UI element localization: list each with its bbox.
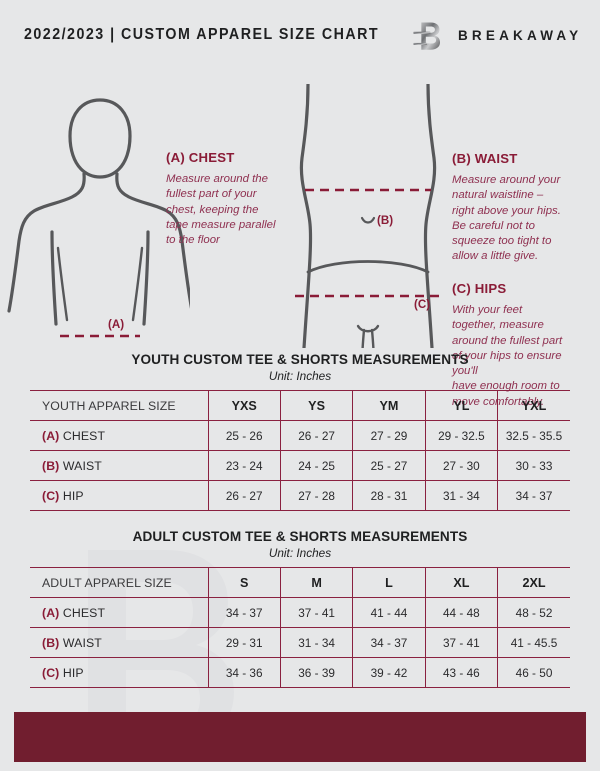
youth-cell-0-3: 29 - 32.5 <box>424 420 499 451</box>
youth-cell-1-4: 30 - 33 <box>497 450 570 481</box>
youth-col-4: YXL <box>497 390 570 421</box>
brand-name: BREAKAWAY <box>457 27 583 43</box>
row-marker: (C) <box>42 488 60 503</box>
youth-cell-0-4: 32.5 - 35.5 <box>497 420 570 451</box>
adult-cell-0-3: 44 - 48 <box>424 597 499 628</box>
upper-body-figure-icon <box>7 98 190 338</box>
youth-row-label-0: (A) CHEST <box>30 420 209 451</box>
youth-cell-1-1: 24 - 25 <box>279 450 354 481</box>
row-name: WAIST <box>62 635 102 650</box>
brand-lockup: BREAKAWAY <box>410 18 582 52</box>
adult-cell-1-4: 41 - 45.5 <box>497 627 570 658</box>
youth-row-label-1: (B) WAIST <box>30 450 209 481</box>
adult-row-label-0: (A) CHEST <box>30 597 209 628</box>
hip-line-label: (C) <box>414 298 431 311</box>
adult-col-0: S <box>207 567 281 598</box>
chest-line-label: (A) <box>108 318 125 331</box>
callout-hips-body: With your feet together, measure around … <box>452 304 563 408</box>
youth-row-header-label: YOUTH APPAREL SIZE <box>30 390 209 421</box>
youth-cell-2-1: 27 - 28 <box>279 480 354 511</box>
adult-table-unit: Unit: Inches <box>268 546 332 560</box>
table-row: (C) HIP 34 - 36 36 - 39 39 - 42 43 - 46 … <box>30 657 570 688</box>
table-header-row: YOUTH APPAREL SIZE YXS YS YM YL YXL <box>30 390 570 421</box>
adult-cell-1-2: 34 - 37 <box>352 627 426 658</box>
callout-hips-title: (C) HIPS <box>452 281 507 296</box>
adult-row-header-label: ADULT APPAREL SIZE <box>30 567 209 598</box>
adult-size-table: ADULT APPAREL SIZE S M L XL 2XL (A) CHES… <box>30 567 570 688</box>
adult-cell-2-0: 34 - 36 <box>207 657 281 688</box>
lower-body-figure-icon <box>295 84 441 348</box>
adult-cell-0-0: 34 - 37 <box>207 597 281 628</box>
adult-cell-1-0: 29 - 31 <box>207 627 281 658</box>
youth-cell-0-0: 25 - 26 <box>207 420 281 451</box>
youth-col-2: YM <box>352 390 426 421</box>
page-title: 2022/2023 | CUSTOM APPAREL SIZE CHART <box>24 26 380 43</box>
youth-cell-2-0: 26 - 27 <box>207 480 281 511</box>
youth-cell-2-2: 28 - 31 <box>352 480 426 511</box>
adult-cell-0-4: 48 - 52 <box>497 597 570 628</box>
row-marker: (A) <box>42 428 60 443</box>
youth-col-1: YS <box>279 390 354 421</box>
youth-col-0: YXS <box>207 390 281 421</box>
adult-row-label-2: (C) HIP <box>30 657 209 688</box>
row-marker: (C) <box>42 665 60 680</box>
table-header-row: ADULT APPAREL SIZE S M L XL 2XL <box>30 567 570 598</box>
callout-waist-title: (B) WAIST <box>452 151 518 166</box>
adult-table-title: ADULT CUSTOM TEE & SHORTS MEASUREMENTS <box>132 529 468 544</box>
adult-col-1: M <box>279 567 354 598</box>
waist-line-label: (B) <box>377 214 394 227</box>
adult-row-label-1: (B) WAIST <box>30 627 209 658</box>
adult-col-3: XL <box>424 567 499 598</box>
adult-col-4: 2XL <box>497 567 570 598</box>
callout-waist-body: Measure around your natural waistline – … <box>452 174 561 263</box>
youth-cell-2-3: 31 - 34 <box>424 480 499 511</box>
adult-table-block: ADULT CUSTOM TEE & SHORTS MEASUREMENTS U… <box>0 529 600 688</box>
adult-col-2: L <box>352 567 426 598</box>
youth-cell-2-4: 34 - 37 <box>497 480 570 511</box>
adult-cell-0-1: 37 - 41 <box>279 597 354 628</box>
youth-cell-1-0: 23 - 24 <box>207 450 281 481</box>
table-row: (B) WAIST 29 - 31 31 - 34 34 - 37 37 - 4… <box>30 627 570 658</box>
measurement-figures: (A) (B) (C) (A) CHEST Measure around the… <box>0 70 600 408</box>
adult-cell-1-3: 37 - 41 <box>424 627 499 658</box>
adult-cell-2-3: 43 - 46 <box>424 657 499 688</box>
youth-cell-1-2: 25 - 27 <box>352 450 426 481</box>
row-name: CHEST <box>62 605 106 620</box>
youth-size-table: YOUTH APPAREL SIZE YXS YS YM YL YXL (A) … <box>30 390 570 511</box>
table-row: (A) CHEST 34 - 37 37 - 41 41 - 44 44 - 4… <box>30 597 570 628</box>
adult-cell-1-1: 31 - 34 <box>279 627 354 658</box>
youth-row-label-2: (C) HIP <box>30 480 209 511</box>
table-row: (C) HIP 26 - 27 27 - 28 28 - 31 31 - 34 … <box>30 480 570 511</box>
row-marker: (B) <box>42 458 60 473</box>
youth-table-title: YOUTH CUSTOM TEE & SHORTS MEASUREMENTS <box>131 352 469 367</box>
adult-cell-0-2: 41 - 44 <box>352 597 426 628</box>
page-header: 2022/2023 | CUSTOM APPAREL SIZE CHART BR… <box>0 0 600 70</box>
youth-col-3: YL <box>424 390 499 421</box>
youth-cell-0-1: 26 - 27 <box>279 420 354 451</box>
callout-chest-body: Measure around the fullest part of your … <box>166 173 276 247</box>
table-row: (B) WAIST 23 - 24 24 - 25 25 - 27 27 - 3… <box>30 450 570 481</box>
row-name: HIP <box>62 665 84 680</box>
table-row: (A) CHEST 25 - 26 26 - 27 27 - 29 29 - 3… <box>30 420 570 451</box>
youth-table-unit: Unit: Inches <box>268 369 332 383</box>
breakaway-b-logo-icon <box>413 22 441 50</box>
callout-waist: (B) WAIST Measure around your natural wa… <box>452 151 586 265</box>
callout-chest-title: (A) CHEST <box>166 150 235 165</box>
callout-chest: (A) CHEST Measure around the fullest par… <box>166 150 292 248</box>
row-marker: (B) <box>42 635 60 650</box>
youth-cell-0-2: 27 - 29 <box>352 420 426 451</box>
row-name: HIP <box>62 488 84 503</box>
callout-hips: (C) HIPS With your feet together, measur… <box>452 281 592 410</box>
row-name: WAIST <box>62 458 102 473</box>
adult-cell-2-2: 39 - 42 <box>352 657 426 688</box>
adult-cell-2-1: 36 - 39 <box>279 657 354 688</box>
youth-table-block: YOUTH CUSTOM TEE & SHORTS MEASUREMENTS U… <box>0 352 600 511</box>
row-marker: (A) <box>42 605 60 620</box>
footer-bar <box>14 712 586 762</box>
adult-cell-2-4: 46 - 50 <box>497 657 570 688</box>
youth-cell-1-3: 27 - 30 <box>424 450 499 481</box>
row-name: CHEST <box>62 428 106 443</box>
